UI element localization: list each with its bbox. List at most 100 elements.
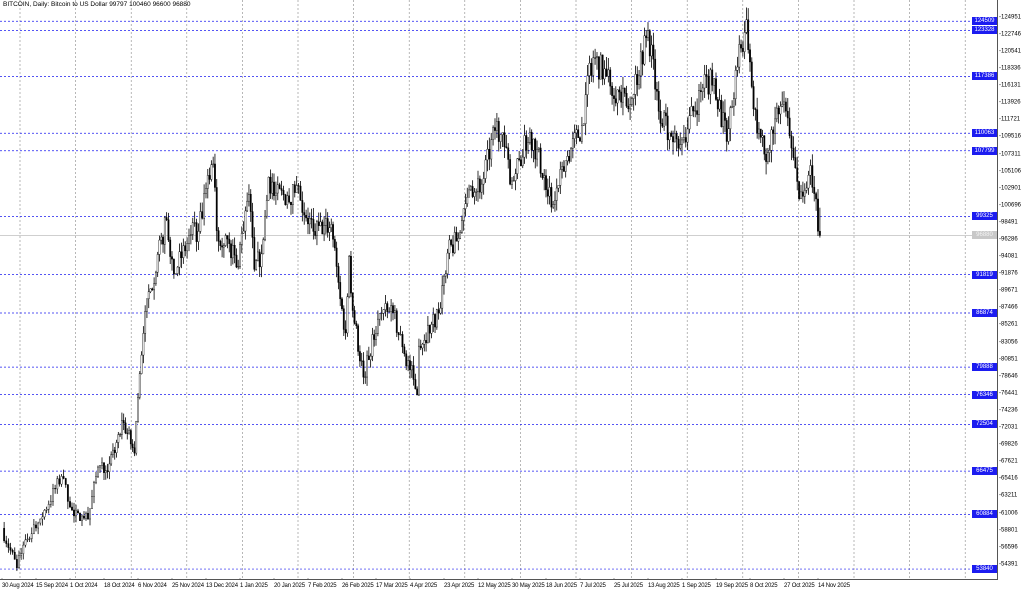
candle-bull	[426, 324, 429, 343]
candle-bull	[738, 44, 741, 68]
candle-bear	[450, 239, 453, 245]
candle-bull	[75, 510, 77, 517]
candle-bear	[71, 506, 73, 511]
candle-bear	[590, 62, 593, 76]
candle-bull	[104, 470, 107, 473]
y-tick-label: -67621	[999, 458, 1018, 465]
candle-bull	[378, 313, 381, 320]
candle-bear	[661, 123, 664, 127]
candle-bear	[562, 166, 565, 172]
x-tick-label: 8 Oct 2025	[750, 583, 778, 589]
candle-bear	[106, 470, 109, 472]
candle-bear	[395, 310, 398, 333]
candle-bull	[459, 232, 462, 239]
candle-bull	[718, 99, 721, 110]
candle-bull	[722, 112, 725, 127]
candle-bear	[620, 91, 623, 103]
candle-bull	[99, 465, 101, 468]
candle-bear	[299, 185, 302, 201]
candle-bull	[501, 132, 504, 135]
candle-bull	[698, 90, 700, 115]
candle-bull	[630, 98, 633, 105]
candle-bull	[384, 303, 387, 310]
candle-bull	[146, 298, 148, 312]
candle-bear	[129, 430, 132, 445]
candle-bear	[788, 117, 791, 137]
candle-bull	[571, 138, 574, 149]
candle-bull	[188, 235, 190, 244]
price-chart[interactable]	[0, 0, 998, 580]
candle-bull	[26, 538, 29, 541]
candle-bear	[221, 245, 224, 248]
candle-bull	[308, 218, 311, 225]
y-tick-label: -109516	[999, 133, 1022, 140]
candle-bull	[803, 190, 806, 197]
candle-bear	[452, 244, 454, 253]
candle-bear	[409, 360, 411, 371]
level-price-label: 124509	[972, 17, 997, 26]
candle-bear	[507, 147, 510, 160]
candle-bear	[518, 158, 521, 160]
candle-bull	[115, 442, 118, 453]
candle-bear	[750, 61, 753, 87]
candle-bull	[464, 203, 467, 209]
candle-bull	[390, 305, 393, 312]
candle-bull	[709, 69, 712, 95]
candle-bull	[634, 74, 637, 95]
candle-bull	[599, 54, 602, 80]
candle-bull	[399, 334, 402, 336]
candle-bull	[603, 68, 606, 80]
x-tick-label: 25 Jul 2025	[614, 583, 643, 589]
candle-bear	[614, 98, 617, 104]
candle-bear	[509, 159, 512, 185]
candle-bear	[405, 353, 408, 367]
x-tick-label: 30 May 2025	[512, 583, 545, 589]
candle-bull	[466, 196, 469, 204]
candle-bear	[401, 334, 404, 348]
candle-bear	[83, 515, 85, 519]
candle-bull	[212, 163, 215, 165]
candle-bear	[740, 44, 742, 49]
candle-bull	[596, 56, 598, 59]
candle-bull	[246, 200, 249, 212]
y-tick-label: -83056	[999, 339, 1018, 346]
candle-bull	[324, 218, 327, 226]
candle-bull	[457, 238, 460, 242]
candle-bear	[131, 443, 134, 448]
candle-bull	[89, 508, 91, 520]
candle-bull	[582, 123, 585, 126]
candle-bear	[414, 379, 417, 390]
y-tick-label: -107311	[999, 151, 1021, 158]
candle-bear	[428, 324, 431, 334]
candle-bear	[258, 251, 261, 268]
y-tick-label: -98491	[999, 219, 1018, 226]
candle-bull	[222, 245, 225, 248]
candle-bull	[203, 193, 206, 219]
candle-bear	[66, 484, 69, 502]
level-price-label: 86874	[972, 308, 997, 317]
candle-bull	[701, 87, 704, 93]
candle-bull	[564, 160, 567, 172]
candle-bull	[291, 184, 294, 206]
candle-bear	[103, 462, 105, 473]
candle-bear	[333, 239, 336, 249]
candle-bull	[231, 245, 234, 259]
candle-bear	[520, 159, 522, 167]
candle-bull	[566, 156, 569, 162]
candle-bull	[260, 253, 263, 268]
candle-bull	[768, 150, 771, 153]
candle-bear	[228, 238, 231, 244]
grid-lines	[1, 0, 966, 580]
candle-bear	[273, 181, 275, 196]
candle-bear	[208, 175, 211, 180]
y-tick-label: -65416	[999, 475, 1018, 482]
candle-bull	[432, 314, 435, 325]
candle-bull	[731, 106, 734, 108]
candle-bear	[11, 550, 14, 553]
level-price-label: 107799	[972, 146, 997, 155]
candle-bull	[140, 354, 143, 374]
candle-bull	[60, 476, 63, 485]
candle-bear	[707, 76, 710, 95]
candle-bull	[154, 272, 157, 284]
candle-bull	[369, 355, 372, 360]
